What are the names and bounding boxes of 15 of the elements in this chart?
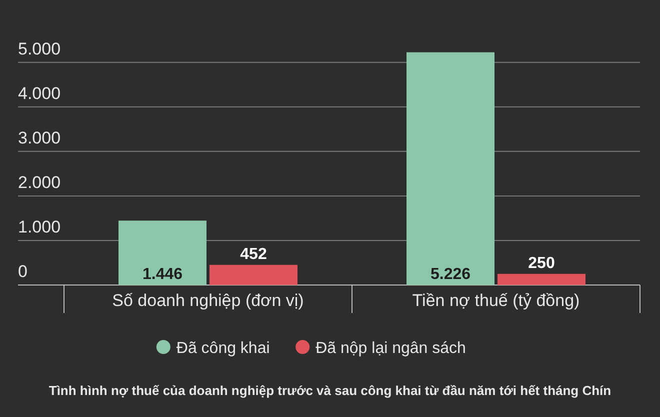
text: 5.226 [430, 266, 471, 283]
legend-label: Đã nộp lại ngân sách [316, 340, 466, 357]
legend-label: Đã công khai [176, 340, 270, 357]
y-tick-label: 3.000 [18, 128, 61, 148]
y-tick-label: 4.000 [18, 84, 61, 103]
text: 250 [528, 254, 555, 272]
x-tick-label: Tiền nợ thuế (tỷ đồng) [412, 291, 580, 310]
x-tick-label: Số doanh nghiệp (đơn vị) [112, 291, 304, 310]
y-tick-label: 2.000 [18, 172, 61, 192]
text: Tình hình nợ thuế của doanh nghiệp trước và sau công khai từ đầu năm tới hết tháng Chín [48, 383, 612, 398]
y-tick-label: 5.000 [18, 39, 61, 58]
text: 1.446 [142, 266, 183, 283]
y-tick-label: 0 [18, 262, 28, 281]
text: 452 [240, 246, 267, 263]
y-tick-label: 1.000 [18, 217, 61, 236]
